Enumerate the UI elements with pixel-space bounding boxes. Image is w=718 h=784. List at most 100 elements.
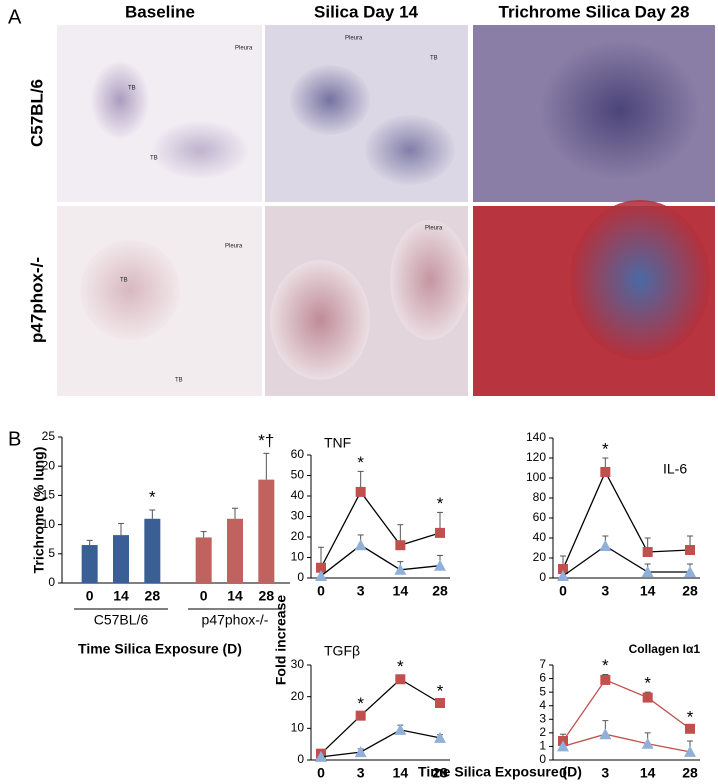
y-tick-label: 0 (539, 570, 546, 584)
significance-label: * (149, 487, 156, 506)
x-tick-label: 28 (259, 588, 275, 604)
chart-title: Collagen Iα1 (629, 642, 701, 656)
marker (395, 674, 406, 685)
image-detail (150, 120, 250, 180)
series-line (562, 733, 691, 753)
image-annotation: Pleura (345, 36, 363, 42)
significance-label: * (397, 657, 404, 676)
x-tick-label: 28 (432, 583, 448, 599)
y-tick-label: 2 (539, 725, 546, 739)
image-detail (90, 60, 150, 140)
significance-label: *† (258, 431, 274, 450)
y-tick-label: 60 (291, 447, 305, 461)
series-line (320, 729, 441, 758)
chart-title: IL-6 (663, 461, 687, 477)
y-tick-label: 20 (291, 689, 305, 703)
image-annotation: Pleura (235, 46, 253, 52)
bar (81, 545, 98, 583)
image-detail (270, 260, 370, 380)
column-heading: Silica Day 14 (314, 2, 419, 21)
bar (227, 518, 243, 583)
y-tick-label: 80 (533, 490, 547, 504)
y-tick-label: 20 (291, 529, 305, 543)
image (57, 25, 262, 202)
y-tick-label: 40 (291, 488, 305, 502)
y-tick-label: 6 (539, 671, 546, 685)
x-tick-label: 0 (559, 765, 567, 781)
marker (641, 737, 654, 749)
marker (355, 486, 366, 497)
image-detail (365, 115, 455, 185)
y-tick-label: 120 (526, 450, 546, 464)
marker (641, 566, 654, 577)
marker (599, 728, 612, 740)
marker (599, 540, 612, 551)
x-tick-label: 3 (601, 583, 609, 599)
image-annotation: Pleura (425, 226, 443, 232)
y-tick-label: 140 (526, 430, 546, 444)
significance-label: * (602, 439, 609, 458)
marker (434, 731, 446, 743)
image-annotation: TB (430, 56, 438, 62)
marker (600, 674, 611, 685)
column-heading: Baseline (125, 2, 195, 21)
x-tick-label: 0 (559, 583, 567, 599)
x-tick-label: 0 (200, 588, 208, 604)
marker (684, 745, 696, 757)
x-tick-label: 3 (601, 765, 609, 781)
series-line (320, 490, 441, 569)
image-detail (570, 200, 710, 360)
group-label: p47phox-/- (202, 612, 269, 628)
marker (354, 539, 367, 551)
panel-label: A (8, 6, 22, 28)
chart-title: TNF (324, 435, 351, 451)
y-tick-label: 7 (539, 657, 546, 671)
x-tick-label: 14 (640, 583, 656, 599)
marker (434, 559, 446, 571)
y-tick-label: 0 (297, 570, 304, 584)
column-heading: Trichrome Silica Day 28 (499, 2, 690, 21)
marker (558, 564, 568, 574)
x-tick-label: 14 (393, 765, 409, 781)
marker (354, 746, 367, 758)
x-tick-label: 14 (393, 583, 409, 599)
marker (355, 710, 366, 721)
image-detail (80, 240, 180, 340)
significance-label: * (437, 494, 444, 513)
y-tick-label: 1 (539, 739, 546, 753)
y-tick-label: 20 (533, 550, 547, 564)
chart-title: TGFβ (324, 643, 360, 659)
x-tick-label: 14 (640, 765, 656, 781)
x-tick-label: 3 (357, 765, 365, 781)
y-axis-label: Trichrome (% lung) (31, 447, 47, 574)
y-tick-label: 40 (533, 530, 547, 544)
marker (684, 566, 696, 577)
significance-label: * (357, 694, 364, 713)
y-tick-label: 10 (42, 517, 56, 531)
significance-label: * (687, 708, 694, 727)
y-tick-label: 0 (297, 752, 304, 766)
x-axis-label: Time Silica Exposure (D) (418, 764, 582, 780)
y-tick-label: 10 (291, 721, 305, 735)
y-tick-label: 30 (291, 509, 305, 523)
y-tick-label: 5 (48, 546, 55, 560)
marker (685, 545, 695, 555)
x-tick-label: 3 (357, 583, 365, 599)
marker (642, 692, 653, 703)
row-heading: p47phox-/- (27, 257, 46, 343)
y-tick-label: 60 (533, 510, 547, 524)
image-detail (540, 40, 700, 180)
marker (557, 570, 569, 581)
x-tick-label: 0 (317, 583, 325, 599)
marker (316, 562, 326, 573)
series-line (562, 470, 691, 570)
x-tick-label: 0 (317, 765, 325, 781)
marker (435, 698, 445, 708)
significance-label: * (437, 681, 444, 700)
marker (394, 563, 407, 575)
y-tick-label: 100 (526, 470, 546, 484)
y-tick-label: 3 (539, 711, 546, 725)
y-tick-label: 15 (42, 488, 56, 502)
bar (144, 518, 161, 583)
